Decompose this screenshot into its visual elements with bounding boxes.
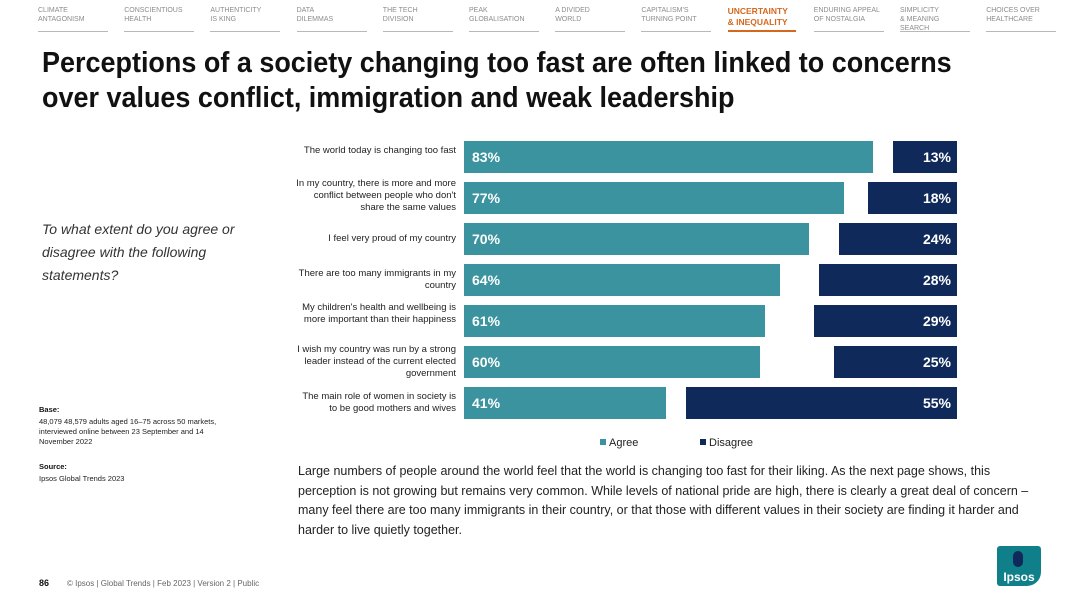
body-paragraph: Large numbers of people around the world…	[298, 464, 1029, 537]
nav-tab-0[interactable]: Climate antagonism	[38, 6, 108, 32]
statement-label: My children's health and wellbeing is mo…	[302, 302, 456, 325]
disagree-bar	[892, 141, 957, 173]
disagree-bar	[868, 182, 957, 214]
nav-tab-3[interactable]: Data dilemmas	[296, 6, 367, 32]
disagree-value-label: 55%	[922, 395, 951, 411]
page-title: Perceptions of a society changing too fa…	[42, 47, 952, 114]
agree-value-label: 64%	[472, 272, 501, 288]
disagree-bar	[818, 264, 957, 296]
legend-agree-swatch	[600, 439, 606, 445]
disagree-value-label: 29%	[922, 313, 951, 329]
source-text: Ipsos Global Trends 2023	[39, 474, 125, 483]
nav-tab-11[interactable]: Choices over healthcare	[986, 6, 1057, 32]
nav-tab-7[interactable]: Capitalism's turning point	[641, 6, 712, 32]
disagree-bar	[685, 387, 957, 419]
agree-bar	[464, 305, 765, 337]
logo-mark-icon	[1013, 551, 1023, 567]
legend-agree: Agree	[600, 437, 638, 449]
legend-disagree-swatch	[700, 439, 706, 445]
nav-tab-9[interactable]: Enduring appeal of nostalgia	[813, 6, 884, 32]
statement-label: In my country, there is more and more co…	[296, 178, 456, 213]
nav-tab-8[interactable]: Uncertainty & inequality	[727, 6, 796, 32]
base-label: Base:	[39, 405, 60, 414]
top-navigation: Climate antagonism Conscientious health Au…	[38, 6, 1068, 34]
ipsos-logo: Ipsos	[997, 546, 1041, 586]
agree-value-label: 41%	[472, 395, 501, 411]
agree-bar	[464, 346, 760, 378]
disagree-value-label: 25%	[922, 354, 951, 370]
disagree-bar	[814, 305, 957, 337]
nav-tab-5[interactable]: Peak globalisation	[469, 6, 539, 32]
agree-bar	[464, 387, 667, 419]
nav-tab-10[interactable]: Simplicity & meaning search	[900, 6, 970, 32]
disagree-bar	[833, 346, 957, 378]
disagree-value-label: 18%	[922, 190, 951, 206]
base-text: 48,079 48,579 adults aged 16–75 across 5…	[39, 417, 217, 446]
agree-value-label: 83%	[472, 149, 501, 165]
nav-tab-4[interactable]: The tech division	[382, 6, 453, 32]
agree-value-label: 70%	[472, 231, 501, 247]
disagree-bar	[838, 223, 957, 255]
logo-text: Ipsos	[1003, 570, 1035, 584]
source-label: Source:	[39, 462, 67, 471]
survey-question: To what extent do you agree or disagree …	[42, 221, 235, 283]
statement-label: There are too many immigrants in my coun…	[298, 268, 456, 291]
nav-tab-2[interactable]: Authenticity is king	[210, 6, 281, 32]
disagree-value-label: 13%	[922, 149, 951, 165]
agree-value-label: 60%	[472, 354, 501, 370]
footer-text: © Ipsos | Global Trends | Feb 2023 | Ver…	[67, 579, 260, 588]
agree-value-label: 61%	[472, 313, 501, 329]
footer: 86 © Ipsos | Global Trends | Feb 2023 | V…	[39, 578, 259, 588]
legend-agree-label: Agree	[609, 437, 639, 449]
nav-tab-6[interactable]: A divided world	[555, 6, 626, 32]
statement-label: I wish my country was run by a strong le…	[297, 344, 456, 379]
statement-label: The world today is changing too fast	[303, 145, 456, 156]
disagree-value-label: 28%	[922, 272, 951, 288]
statement-label: I feel very proud of my country	[328, 233, 456, 244]
statement-label: The main role of women in society is to …	[302, 391, 456, 414]
legend-disagree: Disagree	[700, 437, 753, 449]
disagree-value-label: 24%	[922, 231, 951, 247]
nav-tab-1[interactable]: Conscientious health	[124, 6, 195, 32]
page-number: 86	[39, 578, 50, 588]
agree-value-label: 77%	[472, 190, 501, 206]
agree-bar	[464, 141, 874, 173]
agree-bar	[464, 182, 844, 214]
agree-bar	[464, 264, 780, 296]
agree-bar	[464, 223, 810, 255]
legend-disagree-label: Disagree	[709, 437, 754, 449]
